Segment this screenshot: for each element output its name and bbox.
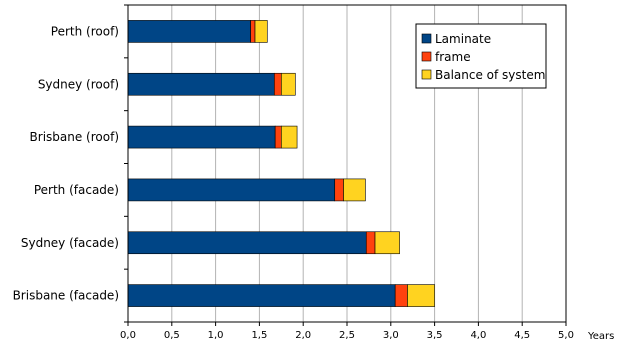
- legend-swatch: [421, 33, 432, 44]
- bars: [127, 20, 435, 307]
- bar-segment: [127, 125, 276, 149]
- bar-segment: [365, 231, 376, 255]
- legend: Laminate frame Balance of system: [415, 23, 547, 89]
- bar-segment: [280, 125, 298, 149]
- bar-segment: [254, 20, 268, 43]
- category-label: Perth (roof): [51, 24, 119, 38]
- category-label: Sydney (roof): [38, 77, 119, 91]
- x-tick-label: 1,5: [251, 330, 267, 341]
- category-label: Perth (facade): [34, 183, 119, 197]
- x-tick-label: 3,0: [383, 330, 399, 341]
- bar-segment: [343, 178, 366, 202]
- x-tick-labels: 0,0 0,5 1,0 1,5 2,0 2,5 3,0 3,5 4,0 4,5 5,0: [120, 330, 574, 341]
- bar-segment: [127, 72, 275, 96]
- x-tick-label: 4,0: [470, 330, 486, 341]
- x-tick-label: 1,0: [208, 330, 224, 341]
- axes: [124, 4, 567, 323]
- legend-swatch: [421, 69, 432, 80]
- bar-segment: [273, 72, 282, 96]
- legend-label: frame: [435, 50, 471, 64]
- legend-swatch: [421, 51, 432, 62]
- x-tick-label: 5,0: [558, 330, 574, 341]
- category-label: Brisbane (facade): [13, 289, 119, 303]
- bar-segment: [250, 20, 256, 43]
- x-tick-label: 0,0: [120, 330, 136, 341]
- x-tick-label: 2,0: [295, 330, 311, 341]
- bar-segment: [407, 284, 435, 307]
- bar-segment: [127, 178, 336, 202]
- legend-box: [415, 23, 547, 89]
- bar-segment: [334, 178, 344, 202]
- bar-segment: [274, 125, 282, 149]
- bar-segment: [374, 231, 400, 255]
- x-tick-label: 3,5: [427, 330, 443, 341]
- x-tick-label: 2,5: [339, 330, 355, 341]
- x-tick-label: 4,5: [514, 330, 530, 341]
- bar-segment: [280, 72, 296, 96]
- bar-segment: [127, 20, 251, 43]
- category-label: Sydney (facade): [21, 236, 119, 250]
- legend-label: Laminate: [435, 32, 491, 46]
- legend-label: Balance of system: [435, 68, 545, 82]
- bar-segment: [127, 284, 396, 307]
- bar-segment: [127, 231, 367, 255]
- bar-segment: [394, 284, 408, 307]
- x-axis-label: Years: [587, 331, 614, 342]
- x-tick-label: 0,5: [164, 330, 180, 341]
- category-label: Brisbane (roof): [30, 130, 119, 144]
- category-labels: Perth (roof) Sydney (roof) Brisbane (roof)…: [13, 24, 119, 302]
